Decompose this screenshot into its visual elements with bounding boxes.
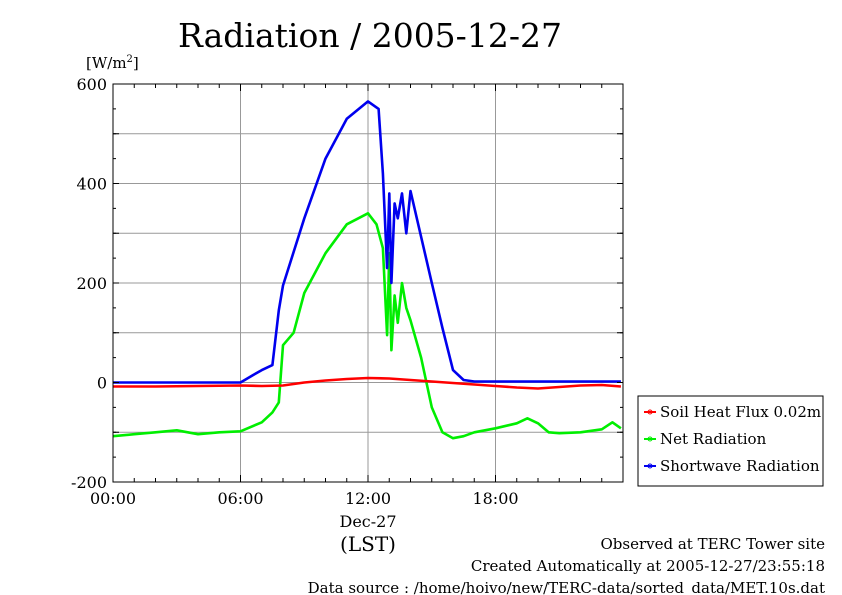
footer-source: Data source : /home/hoivo/new/TERC-data/… [308, 579, 825, 595]
x-tick-label: 12:00 [345, 489, 391, 508]
footer-created: Created Automatically at 2005-12-27/23:5… [471, 557, 825, 575]
legend-marker [647, 409, 653, 415]
series-line-1 [112, 212, 622, 440]
legend-marker [647, 436, 653, 442]
x-tick-label: 18:00 [472, 489, 518, 508]
chart-title: Radiation / 2005-12-27 [178, 16, 562, 55]
x-tick-label: 00:00 [90, 489, 136, 508]
series-line-2 [113, 100, 621, 384]
grid-lines [113, 83, 623, 483]
legend-label: Soil Heat Flux 0.02m [660, 403, 821, 421]
legend-label: Net Radiation [660, 430, 767, 448]
y-tick-label: -200 [71, 473, 107, 492]
axes: -200 0 200 400 600 00:00 06:00 12:00 18:00 [71, 75, 624, 508]
x-unit-label: (LST) [340, 532, 396, 556]
footer-observed: Observed at TERC Tower site [600, 535, 825, 553]
y-axis-unit: [W/m2] [86, 54, 139, 72]
y-tick-label: 0 [97, 374, 107, 393]
x-date-label: Dec-27 [339, 512, 396, 531]
y-tick-label: 200 [76, 274, 107, 293]
y-tick-label: 600 [76, 75, 107, 94]
y-tick-label: 400 [76, 175, 107, 194]
legend-box [637, 395, 824, 487]
legend-label: Shortwave Radiation [660, 457, 820, 475]
series-lines [112, 100, 622, 440]
x-tick-label: 06:00 [217, 489, 263, 508]
series-line-0 [113, 376, 622, 390]
legend-marker [647, 463, 653, 469]
legend: Soil Heat Flux 0.02m Net Radiation Shortwa… [637, 395, 824, 487]
